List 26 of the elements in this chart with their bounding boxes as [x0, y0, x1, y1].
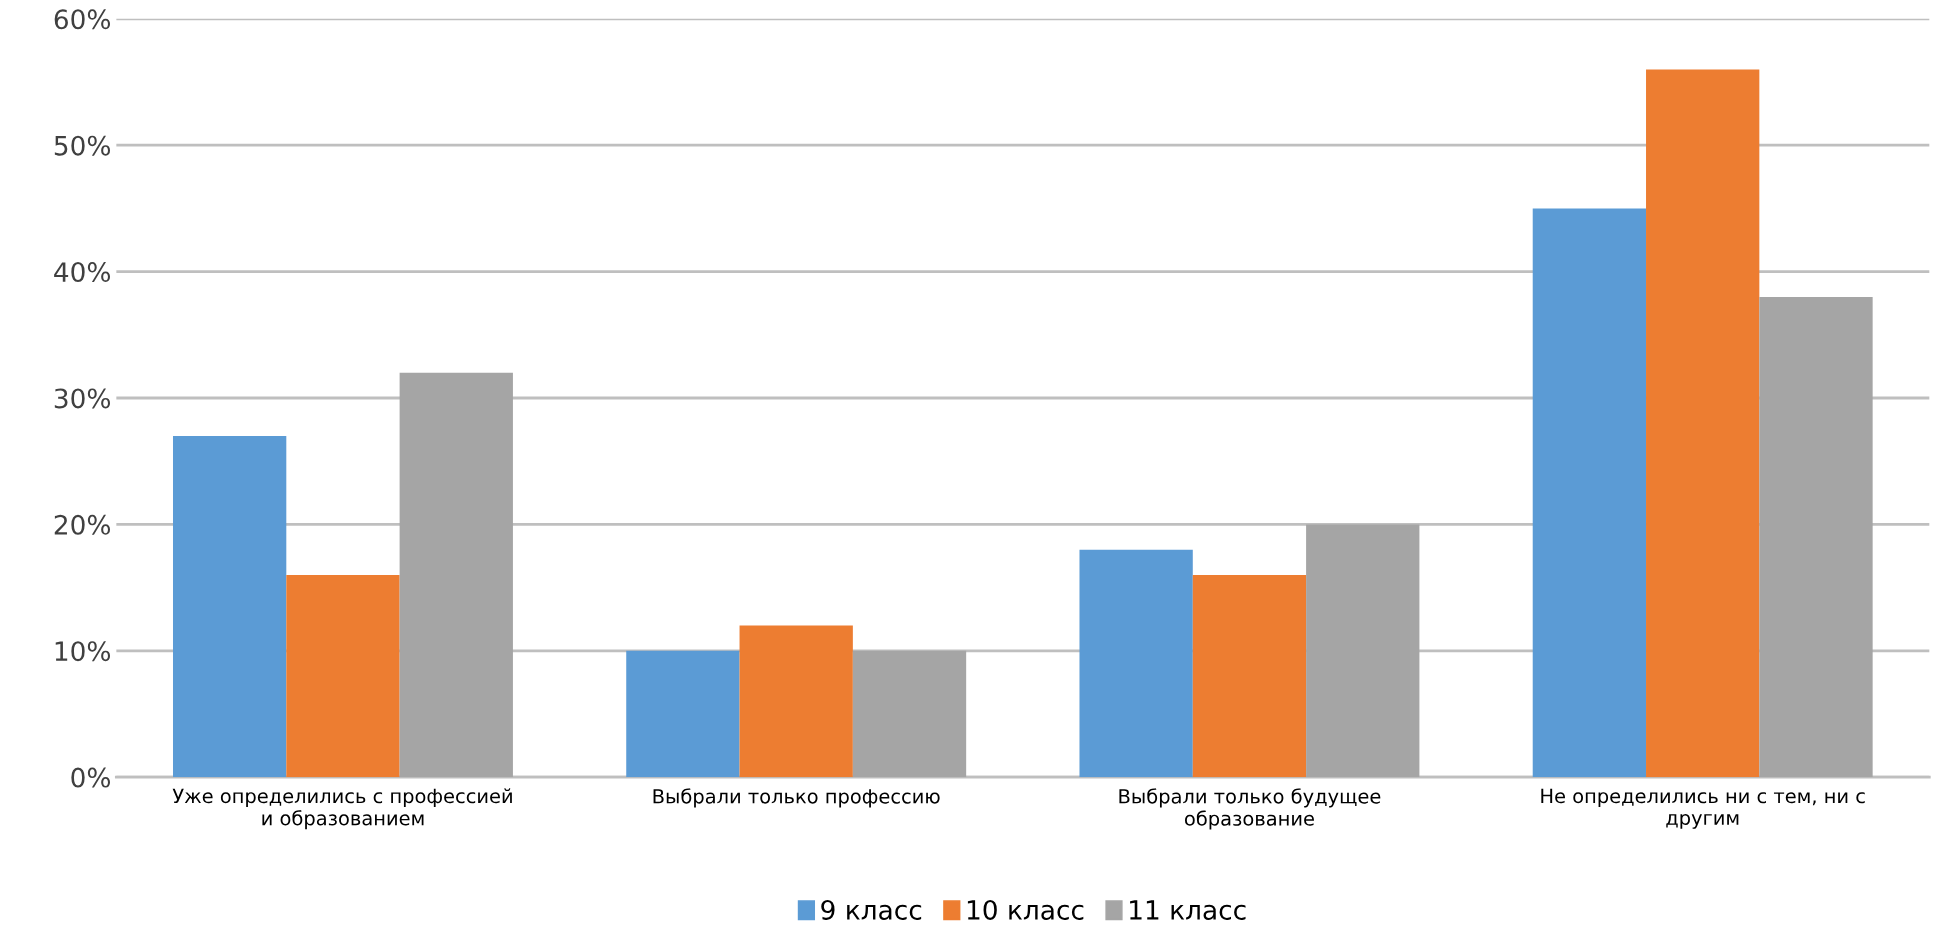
bar: [1079, 549, 1193, 778]
bar: [173, 435, 287, 778]
legend-label: 10 класс: [967, 899, 1084, 920]
bar: [1759, 296, 1873, 778]
y-tick-label: 50%: [54, 135, 111, 156]
bar: [626, 650, 740, 778]
bar: [286, 574, 400, 778]
x-tick-label: Не определились ни с тем, ни с другим: [1541, 788, 1865, 829]
x-tick-label: Выбрали только будущее образование: [1119, 788, 1381, 830]
y-tick-label: 10%: [55, 641, 111, 662]
bar: [1192, 574, 1307, 778]
bar: [739, 625, 853, 778]
y-tick-label: 0%: [71, 767, 111, 788]
bar: [399, 372, 513, 778]
y-tick-label: 30%: [54, 388, 111, 409]
x-tick-label: Уже определились с профессией и образованием: [172, 788, 512, 830]
bar: [1306, 524, 1420, 778]
bar: [1646, 69, 1760, 778]
y-tick-label: 40%: [54, 262, 111, 283]
x-tick-label: Выбрали только профессию: [653, 788, 940, 808]
legend-label: 9 класс: [821, 899, 922, 920]
bar: [1532, 208, 1647, 778]
legend-label: 11 класс: [1130, 900, 1246, 920]
y-tick-label: 20%: [54, 514, 111, 535]
y-tick-label: 60%: [54, 9, 111, 30]
bar: [852, 650, 967, 778]
